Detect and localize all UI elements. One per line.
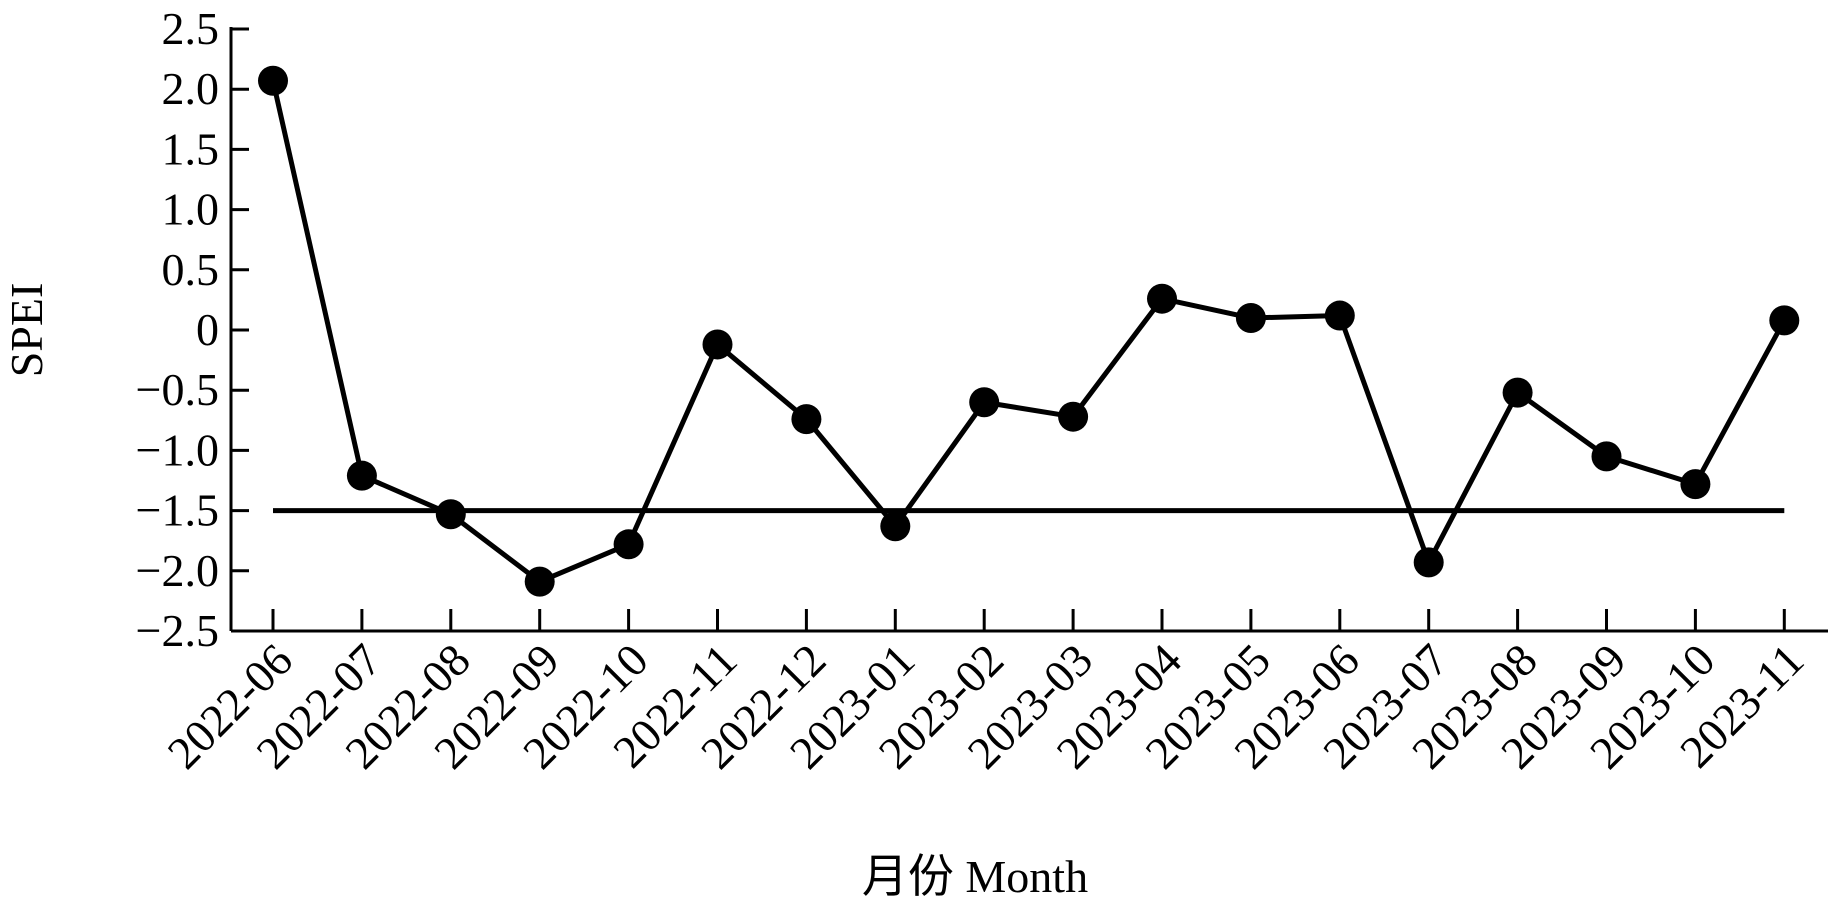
y-axis-label: SPEI — [1, 283, 52, 378]
data-point — [1769, 305, 1800, 336]
data-point — [1147, 283, 1177, 314]
x-axis-label: 月份 Month — [862, 851, 1088, 902]
data-point — [1413, 547, 1444, 578]
y-tick-label: −2.5 — [136, 605, 219, 656]
data-point — [346, 460, 377, 491]
data-point — [880, 511, 911, 542]
y-tick-label: 0.5 — [162, 244, 220, 295]
data-line — [270, 80, 1787, 585]
data-point — [524, 566, 555, 597]
y-tick-label: −2.0 — [136, 545, 219, 596]
data-point — [613, 529, 644, 560]
y-tick-label: 2.0 — [162, 63, 220, 114]
y-tick-label: 1.0 — [162, 184, 220, 235]
y-tick-label: −1.5 — [136, 485, 219, 536]
data-point — [791, 404, 822, 435]
data-point — [969, 387, 1000, 418]
data-point — [1235, 302, 1266, 333]
data-point — [702, 329, 733, 360]
data-point — [1502, 377, 1533, 408]
data-point — [1680, 469, 1711, 500]
y-tick-label: −0.5 — [136, 364, 219, 415]
y-tick-label: 0 — [196, 304, 219, 355]
data-point — [258, 65, 288, 96]
data-point — [435, 499, 466, 530]
y-tick-label: 1.5 — [162, 123, 220, 174]
data-point — [1058, 401, 1089, 432]
data-point — [1324, 300, 1355, 331]
data-point — [1591, 441, 1622, 472]
y-tick-label: −1.0 — [136, 424, 219, 475]
y-tick-label: 2.5 — [162, 3, 220, 54]
